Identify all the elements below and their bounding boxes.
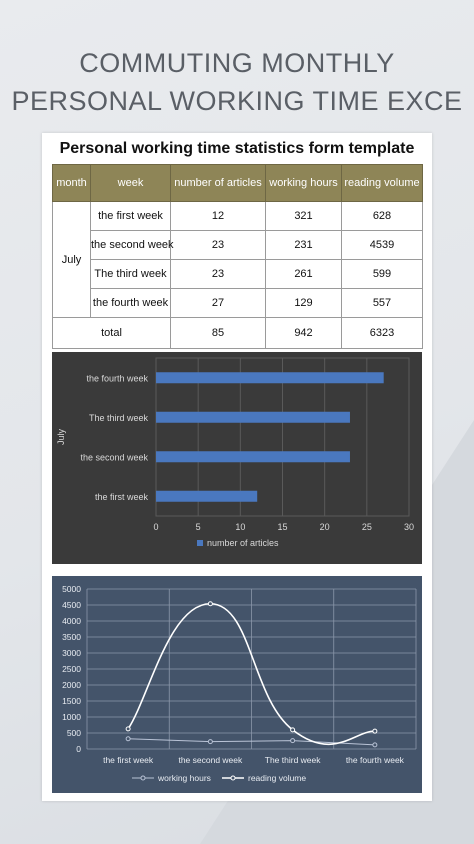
column-header-articles: number of articles	[170, 164, 266, 202]
data-point	[372, 742, 378, 748]
table-row: the fourth week 27 129 557	[53, 288, 423, 318]
x-tick-label: 15	[277, 522, 287, 532]
data-point	[207, 601, 213, 607]
y-tick-label: the fourth week	[86, 373, 148, 383]
x-tick-label: 30	[404, 522, 414, 532]
y-tick-label: the second week	[80, 452, 148, 462]
x-tick-label: 0	[153, 522, 158, 532]
page-heading: COMMUTING MONTHLY PERSONAL WORKING TIME …	[0, 44, 474, 120]
y-tick-label: The third week	[89, 413, 149, 423]
legend-label: number of articles	[207, 538, 279, 548]
x-tick-label: the first week	[103, 755, 154, 765]
hours-reading-line-chart: 0 500 1000 1500 2000 2500 3000 3500 4000 4500 5000…	[52, 576, 422, 793]
articles-cell: 27	[170, 288, 266, 318]
articles-cell: 12	[170, 201, 266, 231]
total-row: total 85 942 6323	[52, 317, 423, 349]
articles-bar-chart: 0 5 10 15 20 25 30 the first week the second wee…	[52, 352, 422, 564]
total-hours-cell: 942	[265, 317, 342, 349]
articles-bar-chart-svg: 0 5 10 15 20 25 30 the first week the second wee…	[56, 357, 414, 548]
heading-line-1: COMMUTING MONTHLY	[79, 48, 395, 78]
week-cell: the first week	[90, 201, 171, 231]
week-cell: The third week	[90, 259, 171, 289]
x-tick-label: 5	[196, 522, 201, 532]
y-axis-label: July	[56, 429, 66, 446]
x-tick-label: 25	[362, 522, 372, 532]
y-tick-label: 5000	[62, 584, 81, 594]
total-articles-cell: 85	[170, 317, 266, 349]
y-tick-label: 3500	[62, 632, 81, 642]
bar	[156, 490, 258, 502]
data-point	[372, 728, 378, 734]
hours-reading-line-chart-svg: 0 500 1000 1500 2000 2500 3000 3500 4000 4500 5000…	[62, 584, 417, 783]
y-tick-label: 500	[67, 728, 81, 738]
sheet-title: Personal working time statistics form te…	[59, 140, 415, 157]
column-header-reading: reading volume	[341, 164, 423, 202]
articles-cell: 23	[170, 230, 266, 260]
hours-cell: 261	[265, 259, 342, 289]
week-cell: the second week	[90, 230, 174, 260]
y-tick-label: 2000	[62, 680, 81, 690]
table-row: the second week 23 231 4539	[53, 230, 423, 260]
hours-cell: 231	[265, 230, 342, 260]
total-label-cell: total	[52, 317, 171, 349]
series-line	[127, 602, 375, 746]
hours-cell: 321	[265, 201, 342, 231]
bar	[156, 372, 384, 384]
series-line	[128, 738, 375, 746]
y-tick-label: 2500	[62, 664, 81, 674]
x-tick-label: the second week	[178, 755, 243, 765]
month-cell: July	[52, 201, 91, 318]
legend-marker	[140, 775, 146, 781]
heading-line-2: PERSONAL WORKING TIME EXCE	[11, 86, 463, 116]
reading-cell: 4539	[341, 230, 423, 260]
table-header-row: month week number of articles working ho…	[52, 164, 423, 202]
total-reading-cell: 6323	[341, 317, 423, 349]
legend-label: working hours	[157, 773, 211, 783]
legend-label: reading volume	[248, 773, 306, 783]
y-tick-label: 4500	[62, 600, 81, 610]
reading-cell: 557	[341, 288, 423, 318]
articles-cell: 23	[170, 259, 266, 289]
column-header-hours: working hours	[265, 164, 342, 202]
x-tick-label: 10	[235, 522, 245, 532]
y-tick-label: 0	[76, 744, 81, 754]
column-header-week: week	[90, 164, 171, 202]
bar	[156, 411, 350, 423]
stats-table: month week number of articles working ho…	[52, 164, 423, 349]
bar	[156, 451, 350, 463]
y-tick-label: 1000	[62, 712, 81, 722]
data-point	[125, 736, 131, 742]
y-tick-label: 4000	[62, 616, 81, 626]
data-point	[125, 726, 131, 732]
template-sheet: Personal working time statistics form te…	[42, 133, 432, 801]
reading-cell: 599	[341, 259, 423, 289]
legend-swatch	[197, 540, 203, 546]
x-tick-label: 20	[320, 522, 330, 532]
table-row: The third week 23 261 599	[53, 259, 423, 289]
data-point	[290, 738, 296, 744]
reading-cell: 628	[341, 201, 423, 231]
week-cell: the fourth week	[90, 288, 171, 318]
y-tick-label: 3000	[62, 648, 81, 658]
legend-marker	[230, 775, 236, 781]
data-point	[290, 727, 296, 733]
x-tick-label: The third week	[265, 755, 321, 765]
x-tick-label: the fourth week	[346, 755, 405, 765]
data-point	[207, 739, 213, 745]
table-row: July the first week 12 321 628	[52, 201, 423, 318]
y-tick-label: 1500	[62, 696, 81, 706]
column-header-month: month	[52, 164, 91, 202]
y-tick-label: the first week	[95, 492, 149, 502]
hours-cell: 129	[265, 288, 342, 318]
